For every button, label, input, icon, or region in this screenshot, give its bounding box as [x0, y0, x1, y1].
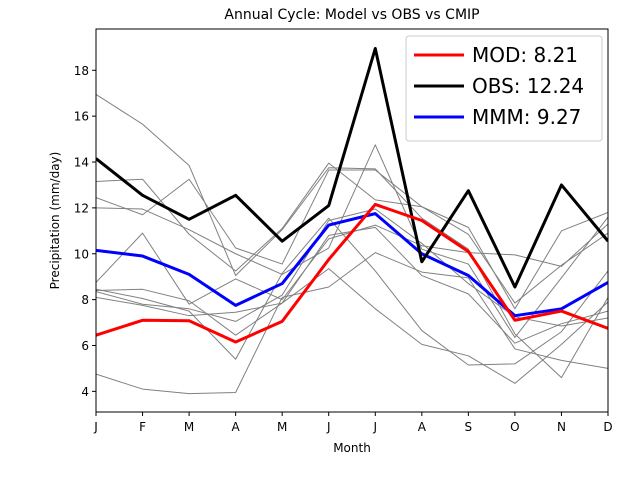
x-tick-label: J — [372, 420, 377, 434]
y-tick-label: 10 — [74, 247, 89, 261]
legend-label: MMM: 9.27 — [472, 105, 581, 129]
x-tick-label: M — [184, 420, 194, 434]
series-line-obs — [96, 46, 608, 289]
x-tick-label: M — [277, 420, 287, 434]
x-axis-title: Month — [333, 441, 371, 455]
x-tick-label: A — [418, 420, 427, 434]
y-tick-label: 6 — [81, 339, 89, 353]
model-line-8 — [96, 217, 608, 366]
x-tick-label: A — [232, 420, 241, 434]
plot-area — [96, 46, 608, 395]
axes-frame — [95, 28, 609, 413]
model-line-1 — [96, 93, 608, 379]
y-axis-title: Precipitation (mm/day) — [48, 152, 62, 290]
axes: J F M A M J J A S O N D 4 6 8 10 12 14 16 18 — [74, 28, 613, 434]
legend: MOD: 8.21 OBS: 12.24 MMM: 9.27 — [405, 35, 603, 142]
model-line-9 — [96, 252, 608, 395]
x-tick-label: F — [139, 420, 146, 434]
legend-label: MOD: 8.21 — [472, 43, 578, 67]
y-tick-label: 4 — [81, 385, 89, 399]
legend-label: OBS: 12.24 — [472, 74, 584, 98]
y-tick-label: 8 — [81, 293, 89, 307]
chart-title: Annual Cycle: Model vs OBS vs CMIP — [224, 7, 479, 23]
y-tick-label: 16 — [74, 110, 89, 124]
model-line-4 — [96, 144, 608, 338]
model-line-7 — [96, 268, 608, 384]
x-tick-label: O — [510, 420, 519, 434]
x-tick-label: N — [557, 420, 566, 434]
y-tick-label: 18 — [74, 64, 89, 78]
series-line-mmm — [96, 212, 608, 318]
x-tick-label: S — [465, 420, 473, 434]
y-tick-label: 12 — [74, 201, 89, 215]
y-tick-label: 14 — [74, 156, 89, 170]
x-tick-label: J — [93, 420, 98, 434]
series-line-mod — [96, 202, 608, 344]
model-line-3 — [96, 169, 608, 310]
x-tick-label: J — [326, 420, 331, 434]
legend-box — [405, 35, 603, 142]
x-tick-label: D — [603, 420, 612, 434]
